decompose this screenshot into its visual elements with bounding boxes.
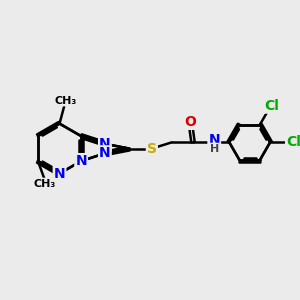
Text: Cl: Cl xyxy=(264,99,279,112)
Text: N: N xyxy=(54,167,65,181)
Text: CH₃: CH₃ xyxy=(54,95,76,106)
Text: O: O xyxy=(184,115,196,129)
Text: CH₃: CH₃ xyxy=(33,178,55,189)
Text: N: N xyxy=(208,133,220,147)
Text: Cl: Cl xyxy=(286,135,300,149)
Text: N: N xyxy=(99,137,111,151)
Text: N: N xyxy=(75,154,87,168)
Text: H: H xyxy=(210,144,219,154)
Text: S: S xyxy=(147,142,157,156)
Text: N: N xyxy=(99,146,111,160)
